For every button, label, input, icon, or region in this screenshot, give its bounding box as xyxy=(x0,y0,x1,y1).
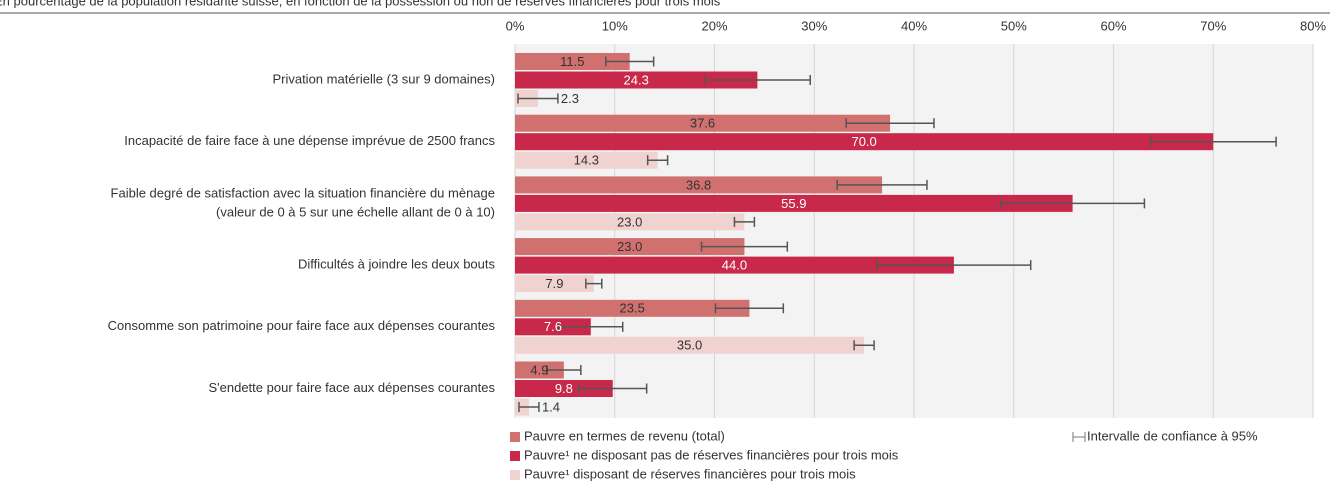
legend-label: Pauvre en termes de revenu (total) xyxy=(524,428,725,443)
x-tick-label: 0% xyxy=(506,18,525,33)
bar xyxy=(515,53,630,70)
legend-label: Intervalle de confiance à 95% xyxy=(1087,428,1258,443)
value-label: 9.8 xyxy=(555,381,573,396)
value-label: 14.3 xyxy=(574,153,599,168)
legend-swatch xyxy=(510,432,520,442)
value-label: 37.6 xyxy=(690,116,715,131)
category-label: Faible degré de satisfaction avec la sit… xyxy=(111,185,495,200)
legend-swatch xyxy=(510,470,520,480)
category-label: Privation matérielle (3 sur 9 domaines) xyxy=(272,71,495,86)
x-tick-label: 40% xyxy=(901,18,927,33)
bar xyxy=(515,71,758,89)
legend-swatch xyxy=(510,451,520,461)
value-label: 55.9 xyxy=(781,196,806,211)
category-label: Consomme son patrimoine pour faire face … xyxy=(108,318,496,333)
bar xyxy=(515,114,891,132)
chart-title: En pourcentage de la population résidant… xyxy=(0,0,721,8)
category-label: (valeur de 0 à 5 sur une échelle allant … xyxy=(216,204,495,219)
bar xyxy=(515,318,591,336)
value-label: 2.3 xyxy=(561,91,579,106)
bar xyxy=(515,133,1214,151)
value-label: 23.0 xyxy=(617,239,642,254)
x-tick-label: 30% xyxy=(801,18,827,33)
bar xyxy=(515,238,745,256)
value-label: 35.0 xyxy=(677,338,702,353)
value-label: 7.9 xyxy=(545,276,563,291)
value-label: 44.0 xyxy=(722,258,747,273)
bar xyxy=(515,361,564,379)
value-label: 36.8 xyxy=(686,177,711,192)
bar xyxy=(515,194,1073,212)
value-label: 23.0 xyxy=(617,214,642,229)
x-tick-label: 20% xyxy=(701,18,727,33)
x-tick-label: 70% xyxy=(1200,18,1226,33)
value-label: 7.6 xyxy=(544,319,562,334)
x-tick-label: 60% xyxy=(1100,18,1126,33)
value-label: 24.3 xyxy=(624,72,649,87)
value-label: 1.4 xyxy=(542,399,560,414)
bar xyxy=(515,213,745,231)
x-tick-label: 50% xyxy=(1001,18,1027,33)
category-label: Difficultés à joindre les deux bouts xyxy=(298,257,496,272)
category-label: Incapacité de faire face à une dépense i… xyxy=(124,133,495,148)
legend-label: Pauvre¹ ne disposant pas de réserves fin… xyxy=(524,447,899,462)
value-label: 23.5 xyxy=(620,301,645,316)
bar xyxy=(515,380,613,397)
bar xyxy=(515,336,865,354)
value-label: 11.5 xyxy=(560,54,584,69)
bar xyxy=(515,275,594,293)
legend-label: Pauvre¹ disposant de réserves financière… xyxy=(524,466,856,481)
bar xyxy=(515,176,883,194)
bar xyxy=(515,151,658,169)
bar xyxy=(515,256,954,274)
value-label: 4.9 xyxy=(530,362,548,377)
category-label: S'endette pour faire face aux dépenses c… xyxy=(208,380,495,395)
value-label: 70.0 xyxy=(851,134,876,149)
x-tick-label: 10% xyxy=(602,18,628,33)
bar xyxy=(515,299,750,317)
x-tick-label: 80% xyxy=(1300,18,1326,33)
